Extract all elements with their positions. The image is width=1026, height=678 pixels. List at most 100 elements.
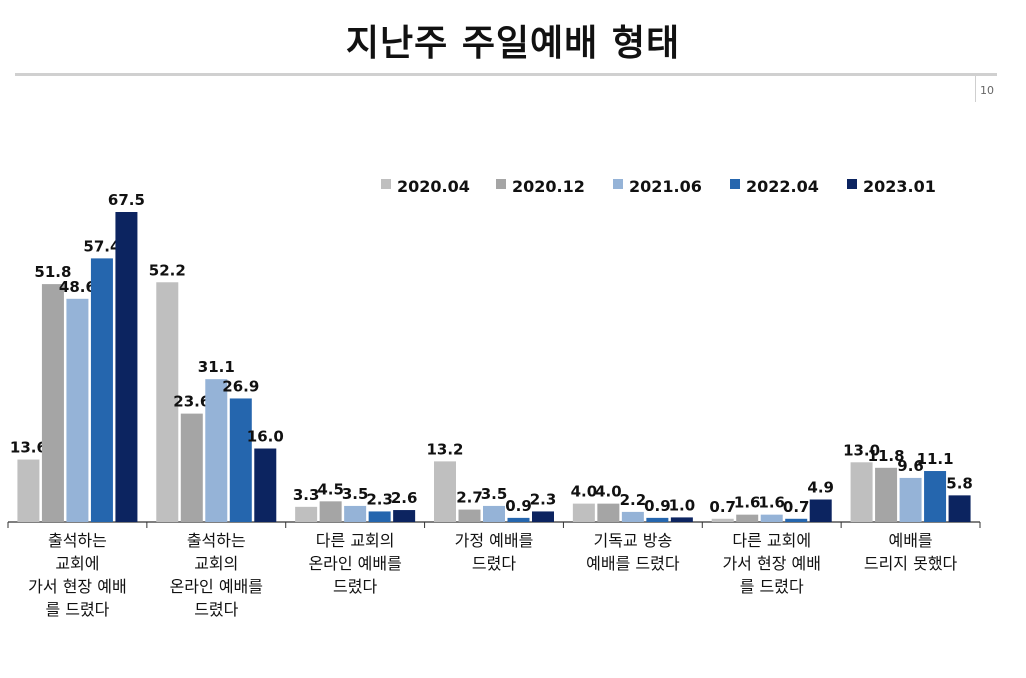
data-label: 4.0 xyxy=(595,483,622,501)
data-label: 4.5 xyxy=(317,480,344,498)
data-label: 11.8 xyxy=(868,447,905,465)
category-label: 드렸다 xyxy=(194,600,238,619)
bar-2021-06 xyxy=(483,505,505,522)
data-label: 0.7 xyxy=(709,498,736,516)
bar-2020-12 xyxy=(736,514,759,522)
bar-2020-12 xyxy=(458,509,481,522)
legend-label: 2020.12 xyxy=(512,177,585,196)
data-label: 3.5 xyxy=(342,485,369,503)
bar-2021-06 xyxy=(205,379,228,522)
data-label: 2.3 xyxy=(530,490,557,508)
data-label: 67.5 xyxy=(108,191,145,209)
category-label: 드리지 못했다 xyxy=(864,554,958,573)
data-label: 1.6 xyxy=(758,494,785,512)
legend-label: 2022.04 xyxy=(746,177,819,196)
page-number: 10 xyxy=(980,84,994,97)
data-label: 4.9 xyxy=(807,478,834,496)
category-label: 기독교 방송 xyxy=(594,531,673,550)
bar-2022-04 xyxy=(924,471,947,522)
data-label: 57.4 xyxy=(83,237,120,255)
data-label: 0.9 xyxy=(644,497,671,515)
data-label: 52.2 xyxy=(149,261,186,279)
legend-swatch xyxy=(381,179,391,189)
data-label: 48.6 xyxy=(59,278,96,296)
bar-2023-01 xyxy=(254,448,277,522)
data-label: 26.9 xyxy=(222,377,259,395)
legend-label: 2020.04 xyxy=(397,177,470,196)
bar-2020-12 xyxy=(875,467,898,522)
category-label: 교회의 xyxy=(194,554,238,573)
bar-2022-04 xyxy=(368,511,391,522)
data-label: 1.0 xyxy=(669,496,696,514)
category-label: 출석하는 xyxy=(187,531,246,550)
bar-2020-04 xyxy=(711,518,734,522)
data-label: 0.7 xyxy=(783,498,810,516)
legend-swatch xyxy=(847,179,857,189)
title-divider xyxy=(15,73,997,76)
category-label: 출석하는 xyxy=(48,531,107,550)
bar-2023-01 xyxy=(532,511,554,522)
data-label: 11.1 xyxy=(917,450,954,468)
data-label: 0.9 xyxy=(505,497,532,515)
data-label: 13.2 xyxy=(426,440,463,458)
data-label: 5.8 xyxy=(946,474,973,492)
bar-2023-01 xyxy=(809,499,832,522)
category-label: 예배를 드렸다 xyxy=(586,554,680,573)
category-label: 를 드렸다 xyxy=(45,600,109,619)
legend-label: 2023.01 xyxy=(863,177,936,196)
data-label: 2.6 xyxy=(391,489,418,507)
data-label: 3.3 xyxy=(293,486,320,504)
category-label: 가서 현장 예배 xyxy=(28,577,127,596)
bar-2020-04 xyxy=(17,459,40,522)
bar-2022-04 xyxy=(229,398,252,522)
bar-2023-01 xyxy=(948,495,971,522)
data-label: 31.1 xyxy=(198,358,235,376)
page-title: 지난주 주일예배 형태 xyxy=(345,23,681,64)
bar-2020-04 xyxy=(156,282,179,522)
data-label: 23.6 xyxy=(173,393,210,411)
legend-swatch xyxy=(613,179,623,189)
legend-swatch xyxy=(496,179,506,189)
bar-2020-12 xyxy=(41,284,64,522)
category-label: 교회에 xyxy=(55,554,99,573)
data-label: 16.0 xyxy=(247,428,284,446)
page-number-divider xyxy=(975,76,976,102)
bar-2021-06 xyxy=(760,514,783,522)
bar-2020-12 xyxy=(597,503,620,522)
category-label: 가서 현장 예배 xyxy=(722,554,821,573)
bar-2020-04 xyxy=(572,503,595,522)
data-label: 13.0 xyxy=(843,441,880,459)
bar-2020-04 xyxy=(850,462,873,522)
bar-2022-04 xyxy=(90,258,113,522)
data-label: 2.3 xyxy=(366,490,393,508)
category-label: 가정 예배를 xyxy=(455,531,534,550)
category-label: 온라인 예배를 xyxy=(170,577,263,596)
category-label: 다른 교회의 xyxy=(316,531,395,550)
bar-2021-06 xyxy=(66,298,89,522)
bar-2020-04 xyxy=(295,506,318,522)
bar-2020-04 xyxy=(434,461,456,522)
data-label: 9.6 xyxy=(897,457,924,475)
bar-2022-04 xyxy=(785,518,808,522)
bar-2021-06 xyxy=(621,511,644,522)
bar-2020-12 xyxy=(319,501,342,522)
data-label: 2.2 xyxy=(620,491,647,509)
category-label: 를 드렸다 xyxy=(740,577,804,596)
data-label: 13.6 xyxy=(10,439,47,457)
bar-2020-12 xyxy=(180,413,203,522)
bar-2023-01 xyxy=(115,212,138,522)
data-label: 2.7 xyxy=(456,489,483,507)
data-label: 1.6 xyxy=(734,494,761,512)
data-label: 3.5 xyxy=(481,485,508,503)
bar-2021-06 xyxy=(899,477,922,522)
category-label: 예배를 xyxy=(888,531,932,550)
bar-2022-04 xyxy=(646,517,669,522)
data-label: 51.8 xyxy=(34,263,71,281)
bar-2023-01 xyxy=(393,510,416,522)
category-label: 드렸다 xyxy=(333,577,377,596)
bar-2023-01 xyxy=(670,517,693,522)
bar-2021-06 xyxy=(344,505,367,522)
bar-2022-04 xyxy=(507,517,530,522)
legend-label: 2021.06 xyxy=(629,177,702,196)
